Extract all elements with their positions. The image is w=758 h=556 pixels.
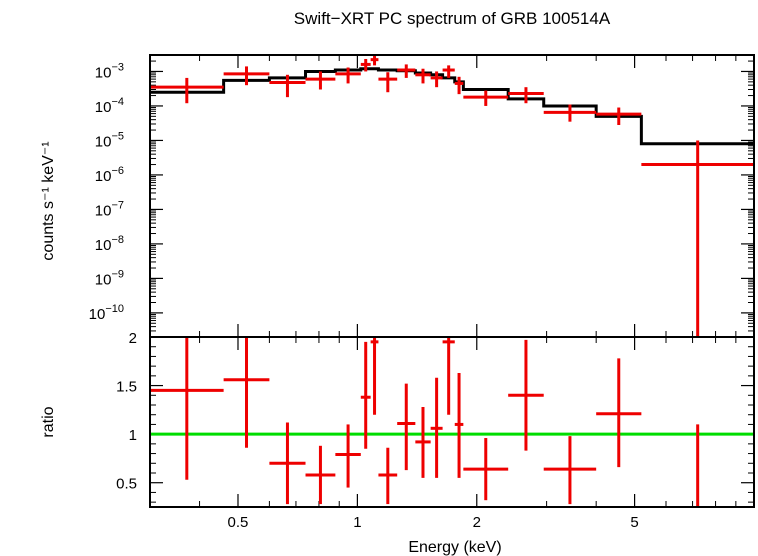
top-panel-frame [149,54,755,338]
ratio-point [696,424,700,507]
data-point [305,71,336,90]
ratio-point [378,447,398,505]
data-point [543,104,597,122]
y-tick-label: 10−6 [95,165,124,185]
ratio-point [463,438,509,501]
ratio-point [442,337,455,415]
data-point [454,76,464,95]
ratio-point [543,436,597,505]
data-point [641,140,754,337]
y-tick-label: 10−7 [95,199,124,219]
model-step-line [150,67,754,146]
data-point [150,77,224,104]
y-tick-label: 10−5 [95,130,124,150]
y-tick-label: 2 [129,330,137,347]
data-point [335,67,361,84]
ratio-point [370,337,379,415]
ratio-point [150,337,224,480]
y-tick-label: 10−4 [95,96,124,116]
data-point [463,90,509,106]
y-tick-label: 10−10 [89,303,124,323]
ratio-point [360,341,371,449]
ratio-point [508,339,544,451]
y-axis-label-counts: counts s⁻¹ keV⁻¹ [40,141,57,260]
x-axis-label: Energy (keV) [408,539,501,556]
data-point [269,74,306,98]
data-point [378,72,398,93]
x-tick-label: 5 [630,514,638,531]
ratio-point [269,422,306,505]
ratio-point [415,406,431,478]
y-tick-label: 0.5 [116,476,137,493]
data-point [596,107,642,126]
data-point [430,71,443,88]
ratio-point [335,424,361,488]
data-point [415,68,431,84]
y-axis-label-ratio: ratio [40,406,57,437]
ratio-point [397,383,416,471]
data-point [442,65,455,78]
x-tick-label: 0.5 [228,514,249,531]
y-tick-label: 10−8 [95,234,124,254]
ratio-point [454,372,464,478]
ratio-point [305,445,336,505]
data-point [360,58,371,72]
data-point [223,66,270,86]
data-point [370,55,379,66]
ratio-point [596,358,642,468]
y-tick-label: 1.5 [116,379,137,396]
data-point [397,64,416,78]
ratio-point [223,337,270,448]
data-point [508,87,544,104]
y-tick-label: 1 [129,427,137,444]
x-tick-label: 2 [473,514,481,531]
bottom-panel-frame [149,336,755,508]
chart-title: Swift−XRT PC spectrum of GRB 100514A [294,9,611,28]
y-tick-label: 10−9 [95,268,124,288]
y-tick-label: 10−3 [95,61,124,81]
x-tick-label: 1 [353,514,361,531]
ratio-point [430,377,443,478]
